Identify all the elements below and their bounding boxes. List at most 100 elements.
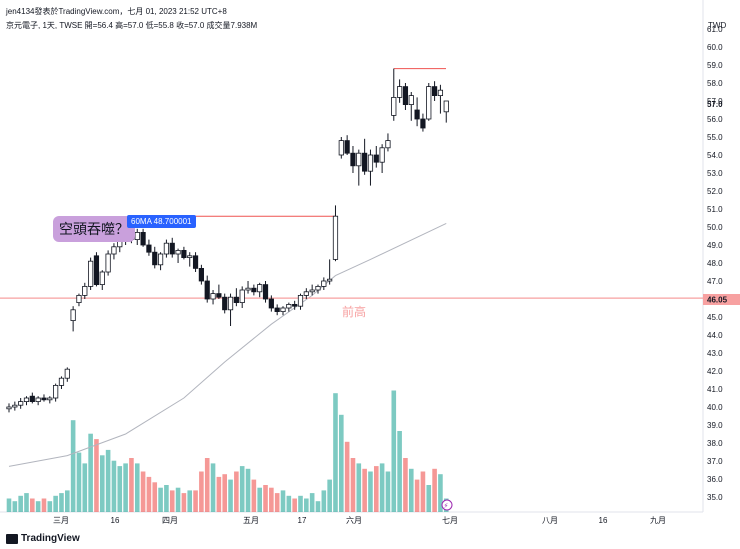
candle[interactable] <box>327 259 333 285</box>
volume-bar <box>105 449 111 512</box>
candle[interactable] <box>163 239 170 258</box>
candle[interactable] <box>99 270 105 290</box>
candle[interactable] <box>379 144 385 173</box>
candle[interactable] <box>245 281 251 294</box>
candle[interactable] <box>105 250 111 276</box>
candle[interactable] <box>111 243 117 260</box>
volume-bar <box>59 493 64 512</box>
candle[interactable] <box>175 248 181 263</box>
candle-body <box>420 118 426 129</box>
candle[interactable] <box>35 396 41 406</box>
candle[interactable] <box>362 138 368 175</box>
candle-body <box>239 289 245 304</box>
volume-bar <box>408 468 414 512</box>
candle[interactable] <box>70 306 76 332</box>
candle[interactable] <box>29 392 35 404</box>
candle[interactable] <box>152 246 158 269</box>
candle[interactable] <box>426 83 432 121</box>
candle[interactable] <box>437 84 444 114</box>
candle[interactable] <box>23 396 30 406</box>
y-tick-label: 35.0 <box>707 493 723 502</box>
candle[interactable] <box>280 306 286 316</box>
volume-bar <box>274 493 280 512</box>
candle[interactable] <box>268 295 274 312</box>
candle-body <box>315 285 321 291</box>
candle[interactable] <box>420 113 426 132</box>
candle[interactable] <box>82 282 88 299</box>
candle[interactable] <box>292 300 298 310</box>
y-tick-label: 42.0 <box>707 367 723 376</box>
candle[interactable] <box>93 252 100 287</box>
candle-body <box>105 253 111 273</box>
candle[interactable] <box>233 288 239 307</box>
candle[interactable] <box>204 275 210 303</box>
candle[interactable] <box>187 252 193 267</box>
candle[interactable] <box>367 149 374 186</box>
candle[interactable] <box>391 68 397 121</box>
candle-body <box>362 152 368 172</box>
candle[interactable] <box>146 239 152 256</box>
candle[interactable] <box>181 246 187 260</box>
candle[interactable] <box>157 252 164 271</box>
candle-body <box>82 285 88 296</box>
candle[interactable] <box>431 81 438 101</box>
candle[interactable] <box>338 137 344 159</box>
volume-bar <box>35 501 41 512</box>
candle-body <box>192 255 199 269</box>
y-tick-label: 52.0 <box>707 187 723 196</box>
volume-bar <box>12 501 18 512</box>
candle[interactable] <box>192 252 199 272</box>
candle[interactable] <box>222 293 228 314</box>
candle[interactable] <box>402 83 409 110</box>
candle[interactable] <box>64 367 70 382</box>
candle[interactable] <box>262 281 269 303</box>
candle[interactable] <box>408 92 414 121</box>
symbol-line: 京元電子, 1天, TWSE 開=56.4 高=57.0 低=55.8 收=57… <box>6 21 258 30</box>
volume-bar <box>280 490 286 512</box>
candle[interactable] <box>332 205 339 262</box>
volume-bar <box>18 495 23 512</box>
candle[interactable] <box>18 398 24 409</box>
candle[interactable] <box>315 284 321 294</box>
candle[interactable] <box>53 383 59 402</box>
candle[interactable] <box>297 293 304 310</box>
candle-body <box>76 294 82 303</box>
candles[interactable] <box>6 68 449 413</box>
candle[interactable] <box>443 100 449 123</box>
candle[interactable] <box>257 282 263 298</box>
y-tick-label: 57.0 <box>707 97 723 106</box>
candle[interactable] <box>6 403 12 413</box>
candle[interactable] <box>414 97 420 127</box>
candle[interactable] <box>216 284 222 299</box>
candle[interactable] <box>286 302 292 312</box>
candle[interactable] <box>76 293 82 307</box>
candle[interactable] <box>321 277 327 290</box>
candle[interactable] <box>58 376 65 389</box>
candle[interactable] <box>210 290 216 305</box>
candle[interactable] <box>12 401 18 411</box>
publisher-line: jen4134發表於TradingView.com，七月 01, 2023 21… <box>6 7 227 16</box>
candle[interactable] <box>356 149 362 186</box>
candle[interactable] <box>309 284 315 296</box>
candle[interactable] <box>239 286 245 308</box>
y-tick-label: 39.0 <box>707 421 723 430</box>
candle[interactable] <box>88 257 94 290</box>
candle[interactable] <box>251 284 257 296</box>
candle[interactable] <box>134 228 140 245</box>
candle[interactable] <box>344 135 350 155</box>
candle[interactable] <box>274 304 280 316</box>
candle[interactable] <box>397 79 403 103</box>
candle[interactable] <box>303 288 309 299</box>
candle[interactable] <box>373 146 379 168</box>
candle[interactable] <box>198 264 204 285</box>
candle[interactable] <box>41 394 47 402</box>
candle[interactable] <box>169 237 175 258</box>
candle[interactable] <box>140 228 146 247</box>
candle[interactable] <box>385 133 391 152</box>
lightning-icon: ⚡ <box>444 502 449 510</box>
candle[interactable] <box>227 293 234 326</box>
candle[interactable] <box>350 146 356 173</box>
candle[interactable] <box>47 396 53 404</box>
lightning-badge[interactable] <box>441 499 453 511</box>
